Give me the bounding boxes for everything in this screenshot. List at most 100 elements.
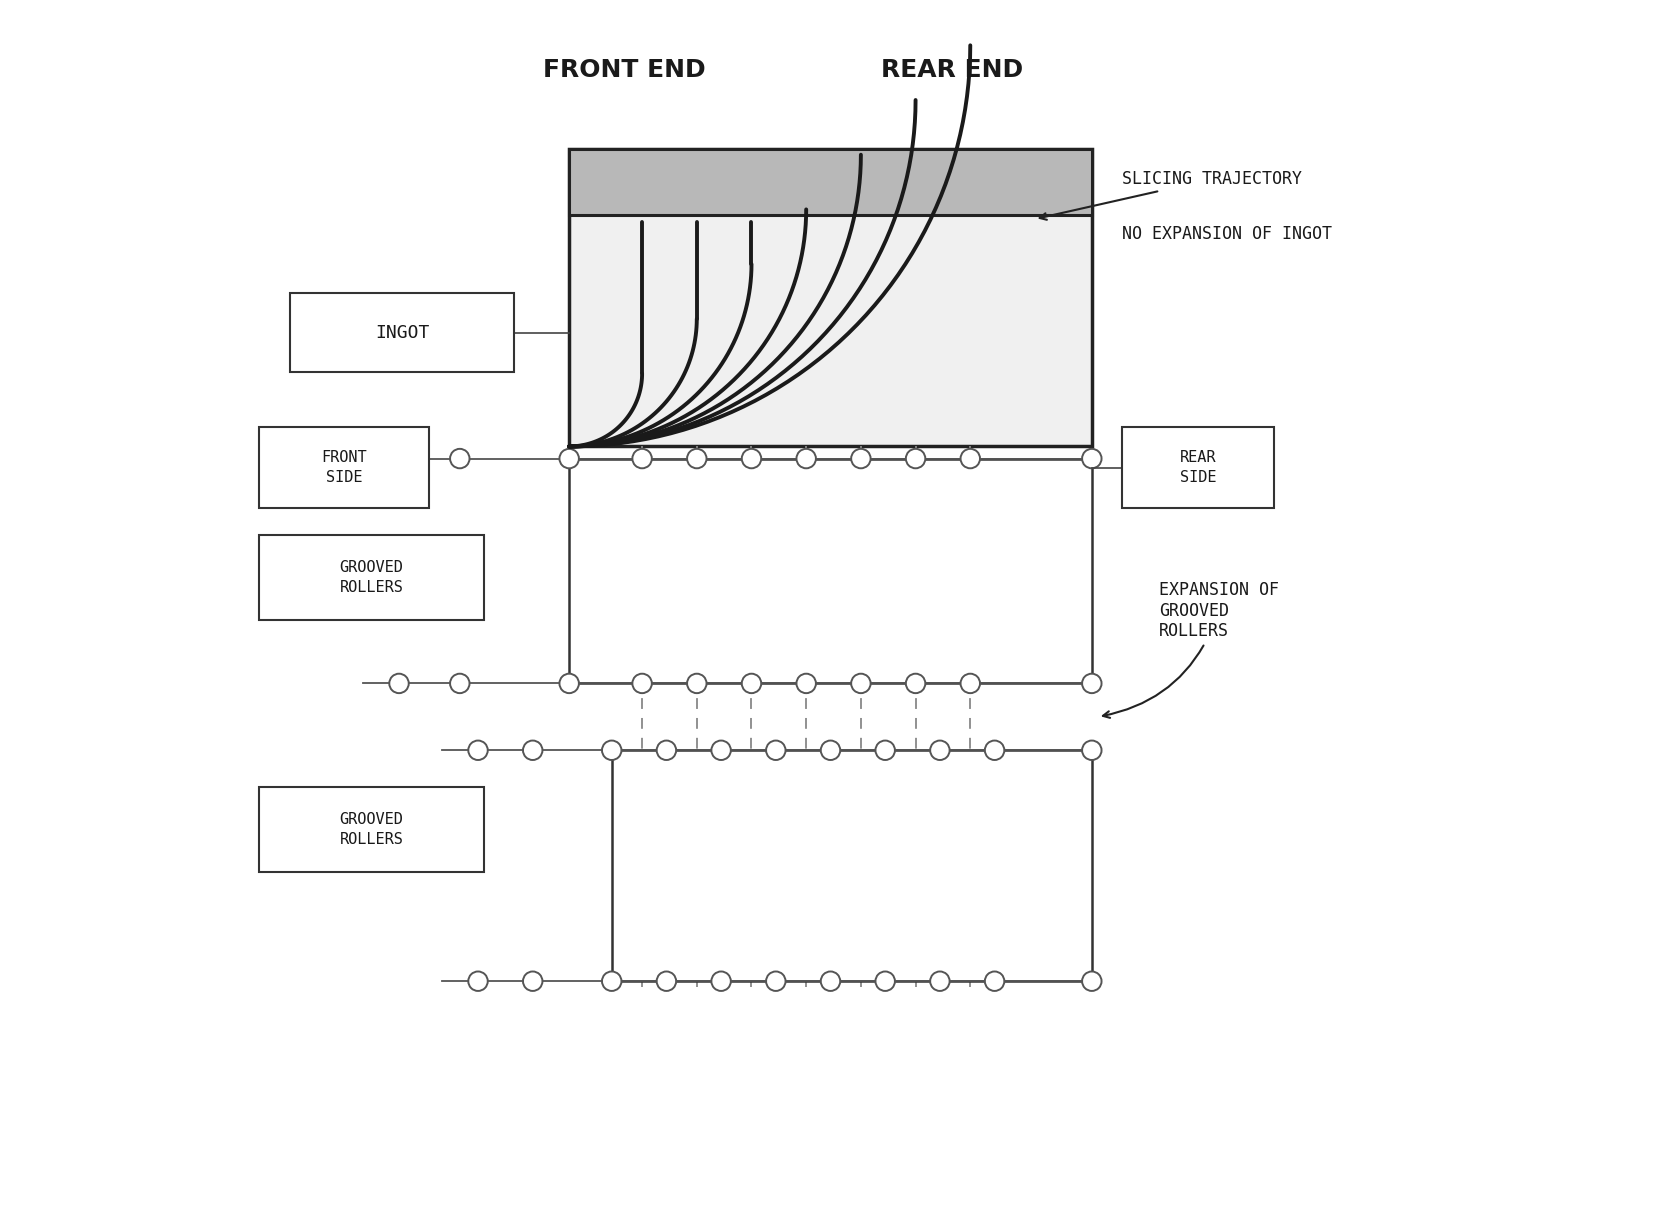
- Point: [728, 232, 754, 252]
- Point: [987, 477, 1013, 497]
- Point: [613, 382, 639, 402]
- Point: [608, 878, 635, 897]
- Point: [610, 414, 636, 433]
- Point: [613, 855, 639, 874]
- Point: [782, 624, 809, 643]
- Point: [832, 292, 859, 311]
- Point: [992, 479, 1018, 498]
- Point: [718, 822, 744, 841]
- Circle shape: [797, 449, 816, 469]
- Point: [651, 306, 678, 326]
- Point: [1020, 234, 1046, 254]
- Point: [982, 521, 1008, 541]
- Point: [786, 505, 812, 525]
- Point: [892, 581, 919, 601]
- Point: [606, 333, 633, 353]
- Point: [742, 239, 769, 259]
- Point: [804, 899, 830, 918]
- Point: [1050, 223, 1076, 243]
- Point: [849, 541, 875, 560]
- Point: [917, 548, 943, 568]
- Point: [1056, 860, 1083, 879]
- Point: [701, 957, 728, 977]
- Point: [802, 795, 829, 814]
- Point: [610, 819, 636, 839]
- Point: [822, 298, 849, 317]
- Point: [744, 267, 771, 287]
- Point: [580, 322, 606, 342]
- Point: [726, 397, 752, 416]
- Point: [794, 292, 821, 311]
- Point: [568, 595, 595, 614]
- Point: [952, 579, 978, 598]
- Point: [1002, 586, 1028, 606]
- Point: [663, 314, 689, 333]
- Point: [1035, 917, 1061, 937]
- Point: [827, 474, 854, 493]
- Point: [761, 344, 787, 364]
- Point: [631, 917, 658, 937]
- Point: [877, 811, 904, 830]
- Point: [721, 905, 747, 924]
- Point: [646, 567, 673, 586]
- Point: [857, 817, 884, 836]
- Point: [792, 632, 819, 652]
- Point: [938, 560, 965, 580]
- Circle shape: [1081, 674, 1101, 694]
- Point: [628, 621, 654, 641]
- Point: [860, 945, 887, 965]
- Point: [822, 899, 849, 918]
- Point: [591, 641, 618, 661]
- Point: [1015, 900, 1041, 919]
- Point: [875, 919, 902, 939]
- Point: [1041, 463, 1068, 482]
- Point: [694, 607, 721, 626]
- Point: [943, 258, 970, 277]
- Point: [1033, 896, 1060, 916]
- Point: [663, 353, 689, 372]
- Point: [1025, 338, 1051, 358]
- Point: [739, 789, 766, 808]
- Point: [625, 545, 651, 564]
- Point: [656, 294, 683, 314]
- Point: [719, 531, 746, 551]
- Point: [782, 474, 809, 493]
- Point: [578, 255, 605, 275]
- Point: [741, 789, 767, 808]
- Point: [746, 777, 772, 796]
- Point: [837, 575, 864, 595]
- Point: [593, 609, 620, 629]
- Point: [723, 868, 749, 888]
- Point: [862, 853, 889, 873]
- Point: [664, 400, 691, 420]
- Circle shape: [389, 674, 409, 694]
- Point: [1010, 932, 1036, 951]
- Point: [1056, 300, 1083, 320]
- Point: [983, 227, 1010, 247]
- Point: [968, 400, 995, 420]
- Point: [1020, 243, 1046, 263]
- Point: [1026, 884, 1053, 904]
- Point: [855, 313, 882, 332]
- Point: [799, 801, 826, 821]
- Point: [786, 874, 812, 894]
- Point: [992, 487, 1018, 507]
- Point: [636, 879, 663, 899]
- Point: [797, 564, 824, 584]
- Point: [799, 664, 826, 684]
- Point: [683, 292, 709, 311]
- Point: [585, 414, 611, 433]
- Point: [862, 518, 889, 537]
- Point: [774, 521, 801, 541]
- Point: [754, 935, 781, 955]
- Point: [801, 291, 827, 310]
- Point: [744, 231, 771, 250]
- Point: [924, 557, 950, 576]
- Point: [957, 833, 983, 852]
- Point: [641, 416, 668, 436]
- Point: [1053, 396, 1080, 415]
- Point: [834, 313, 860, 332]
- Point: [1005, 538, 1031, 558]
- Point: [945, 214, 972, 233]
- Point: [608, 667, 635, 686]
